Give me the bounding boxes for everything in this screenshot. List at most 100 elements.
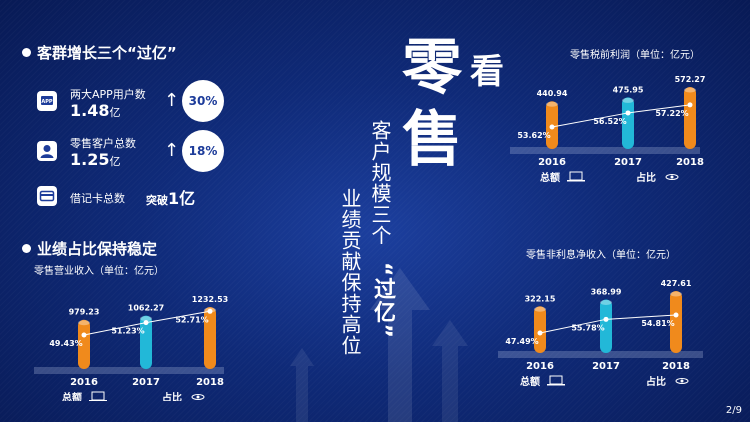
growth-text: 30% xyxy=(188,94,218,108)
share-point xyxy=(537,330,543,336)
vertical-text-customer-scale: 客户规模三个 xyxy=(368,120,392,246)
legend-share-icon xyxy=(665,174,679,180)
chart-title: 零售非利息净收入（单位：亿元） xyxy=(526,250,676,261)
bar xyxy=(684,87,696,149)
headline-char-ling: 零 xyxy=(402,33,462,103)
app-icon: APP xyxy=(37,91,57,111)
share-label: 51.23% xyxy=(111,327,144,336)
share-label: 54.81% xyxy=(641,319,674,328)
share-point xyxy=(81,332,87,338)
legend-share-icon-dot xyxy=(196,395,200,399)
x-tick-label: 2016 xyxy=(538,157,566,168)
share-label: 49.43% xyxy=(49,339,82,348)
share-point xyxy=(687,102,693,108)
section-title-customer-growth: 客群增长三个“过亿” xyxy=(22,42,177,63)
metric-unit: 亿 xyxy=(179,189,196,208)
vertical-text-over-100m: “过亿” xyxy=(370,262,395,339)
bar-value-label: 475.95 xyxy=(613,85,644,94)
x-tick-label: 2018 xyxy=(196,377,224,388)
share-point xyxy=(625,110,631,116)
bar xyxy=(534,306,546,353)
bar-cap xyxy=(546,101,558,107)
metric-number: 1.25 xyxy=(70,150,110,169)
share-label: 55.78% xyxy=(571,323,604,332)
section-title-performance: 业绩占比保持稳定 xyxy=(22,238,157,259)
legend-share-icon-dot xyxy=(670,175,674,179)
bar-cap xyxy=(684,87,696,93)
chart-svg: 979.23 2016 1062.27 2017 1232.53 2018 49.43% 51… xyxy=(34,295,228,404)
section-title-text: 业绩占比保持稳定 xyxy=(37,240,158,258)
bar-cap xyxy=(622,97,634,103)
legend-total-icon-base xyxy=(547,384,565,386)
bar-cap xyxy=(670,291,682,297)
share-point xyxy=(673,312,679,318)
legend-share-label: 占比 xyxy=(162,391,182,401)
chart-title: 零售税前利润（单位：亿元） xyxy=(570,50,700,61)
metric-label-retail-customers: 零售客户总数 xyxy=(70,137,136,150)
bar-value-label: 440.94 xyxy=(537,89,568,98)
vertical-text-performance-contribution: 业绩贡献保持高位 xyxy=(338,188,362,356)
metric-value-debit-cards: 突破1亿 xyxy=(146,185,195,209)
x-tick-label: 2016 xyxy=(70,377,98,388)
legend-share-icon-dot xyxy=(680,379,684,383)
bar-cap xyxy=(140,316,152,322)
bar xyxy=(140,315,152,369)
metric-number: 1.48 xyxy=(70,101,110,120)
chart-retail-revenue: 零售营业收入（单位：亿元） 979.23 2016 1062.27 2017 1232.… xyxy=(34,262,254,404)
chart-platform xyxy=(498,351,703,358)
legend-share-label: 占比 xyxy=(646,375,666,388)
bar xyxy=(600,299,612,353)
bar-cap xyxy=(534,306,546,312)
bar-value-label: 979.23 xyxy=(69,308,100,317)
bar-value-label: 322.15 xyxy=(525,294,556,303)
legend-total-icon-base xyxy=(89,400,107,402)
bar-value-label: 1232.53 xyxy=(192,295,228,304)
legend-total-icon-base xyxy=(567,180,585,182)
share-point xyxy=(603,316,609,322)
bar-value-label: 572.27 xyxy=(675,75,706,84)
metric-prefix: 突破 xyxy=(146,194,168,207)
share-label: 47.49% xyxy=(505,337,538,346)
chart-retail-non-interest-income: 零售非利息净收入（单位：亿元） 322.15 2016 368.99 2017 427.… xyxy=(498,246,728,396)
share-label: 57.22% xyxy=(655,109,688,118)
section-title-text: 客群增长三个“过亿” xyxy=(37,44,177,62)
chart-retail-pretax-profit: 零售税前利润（单位：亿元） 440.94 2016 475.95 2017 572.27… xyxy=(510,46,730,196)
bar-value-label: 1062.27 xyxy=(128,304,164,313)
x-tick-label: 2016 xyxy=(526,361,554,372)
chart-svg: 440.94 2016 475.95 2017 572.27 2018 53.62% 56.5… xyxy=(510,75,706,184)
bar-value-label: 368.99 xyxy=(591,287,622,296)
headline-char-kan: 看 xyxy=(470,52,504,92)
metric-value-app-users: 1.48亿 xyxy=(70,101,120,120)
legend-total-icon xyxy=(569,171,583,181)
metric-label-app-users: 两大APP用户数 xyxy=(70,88,146,101)
metric-value-retail-customers: 1.25亿 xyxy=(70,150,120,169)
chart-platform xyxy=(34,367,224,374)
x-tick-label: 2018 xyxy=(662,361,690,372)
bar xyxy=(204,307,216,369)
bar-cap xyxy=(78,320,90,326)
legend-share-icon xyxy=(191,394,205,400)
x-tick-label: 2017 xyxy=(614,157,642,168)
chart-title: 零售营业收入（单位：亿元） xyxy=(34,266,164,277)
legend-total-icon xyxy=(91,391,105,401)
legend-total-label: 总额 xyxy=(62,391,82,401)
arrow-up-icon: ↑ xyxy=(164,140,180,161)
share-label: 56.52% xyxy=(593,117,626,126)
x-tick-label: 2017 xyxy=(592,361,620,372)
arrow-up-icon: ↑ xyxy=(164,90,180,111)
metric-unit: 亿 xyxy=(109,106,121,119)
bullet-icon xyxy=(22,48,31,57)
bar-value-label: 427.61 xyxy=(661,279,692,288)
growth-badge-retail-customers: 18% xyxy=(182,130,224,172)
share-label: 53.62% xyxy=(517,131,550,140)
legend-total-label: 总额 xyxy=(540,171,560,184)
metric-unit: 亿 xyxy=(109,155,121,168)
bullet-icon xyxy=(22,244,31,253)
background-arrows-decoration xyxy=(290,268,468,422)
chart-svg: 322.15 2016 368.99 2017 427.61 2018 47.49% 55.7… xyxy=(498,279,703,388)
x-tick-label: 2017 xyxy=(132,377,160,388)
bar xyxy=(622,97,634,149)
bar xyxy=(78,319,90,369)
share-point xyxy=(207,308,213,314)
